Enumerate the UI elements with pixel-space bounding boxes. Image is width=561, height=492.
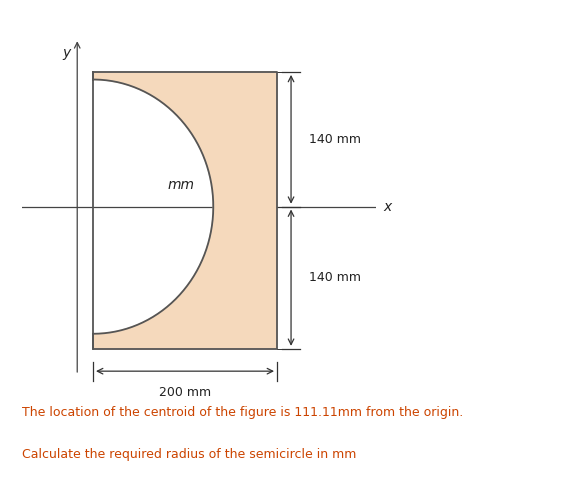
Text: 140 mm: 140 mm <box>309 133 361 146</box>
Polygon shape <box>93 72 277 349</box>
Text: mm: mm <box>168 178 195 191</box>
Text: Calculate the required radius of the semicircle in mm: Calculate the required radius of the sem… <box>22 448 357 461</box>
Text: 200 mm: 200 mm <box>159 386 211 399</box>
Text: x: x <box>383 200 391 214</box>
Text: The location of the centroid of the figure is 111.11mm from the origin.: The location of the centroid of the figu… <box>22 406 464 419</box>
Text: y: y <box>62 46 70 60</box>
Text: 140 mm: 140 mm <box>309 271 361 284</box>
